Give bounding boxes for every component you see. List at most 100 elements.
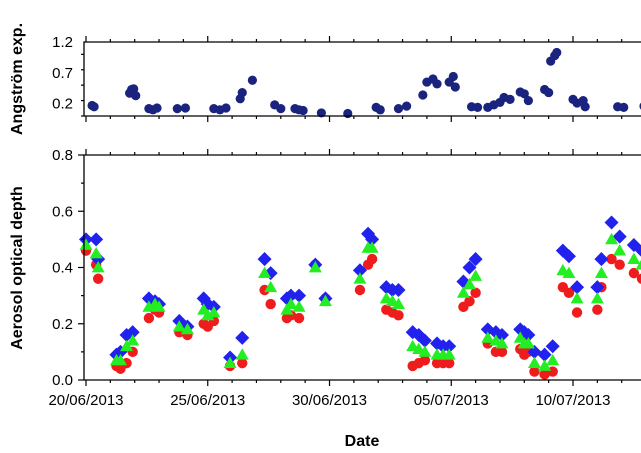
data-point	[265, 298, 276, 310]
y-tick-label: 0.7	[52, 65, 73, 82]
data-point	[172, 104, 182, 114]
angstrom-panel: 0.2 0.7 1.2 Angström exp.	[9, 23, 641, 135]
data-point	[221, 103, 231, 113]
data-point	[343, 108, 353, 119]
data-point	[469, 269, 483, 281]
data-point	[393, 104, 404, 114]
data-point	[366, 253, 378, 265]
data-point	[470, 287, 481, 299]
data-point	[456, 274, 471, 289]
x-tick-label: 25/06/2013	[170, 392, 245, 409]
data-point	[418, 90, 428, 100]
data-point	[547, 366, 558, 377]
data-point	[89, 102, 99, 112]
data-point	[552, 47, 562, 58]
data-point	[614, 259, 625, 270]
data-point	[480, 322, 495, 337]
x-tick-label: 05/07/2013	[414, 392, 489, 409]
aod-y-ticks: 0.0 0.2 0.4 0.6 0.8	[52, 147, 84, 389]
data-point	[393, 310, 404, 321]
data-point	[298, 105, 308, 116]
data-point	[375, 105, 385, 115]
data-point	[235, 330, 250, 345]
data-point	[636, 273, 641, 284]
aod-marks	[78, 215, 641, 380]
data-point	[473, 102, 483, 112]
data-point	[141, 291, 156, 306]
angstrom-y-ticks: 0.2 0.7 1.2	[52, 34, 84, 117]
data-point	[605, 232, 619, 245]
data-point	[172, 320, 186, 332]
angstrom-marks	[87, 47, 641, 119]
y-tick-label: 1.2	[52, 34, 73, 51]
x-tick-label: 10/07/2013	[535, 392, 610, 409]
data-point	[417, 333, 432, 348]
data-point	[276, 104, 286, 114]
y-tick-label: 0.2	[52, 316, 73, 333]
data-point	[318, 294, 332, 307]
data-point	[571, 307, 583, 318]
data-point	[143, 312, 155, 324]
data-point	[113, 353, 127, 366]
data-point	[92, 273, 104, 284]
data-point	[604, 215, 619, 230]
aod-y-axis-title: Aerosol optical depth	[9, 186, 26, 350]
data-point	[527, 344, 542, 359]
y-tick-label: 0.6	[52, 203, 73, 220]
data-point	[635, 259, 641, 270]
data-point	[293, 312, 305, 324]
data-point	[430, 336, 445, 351]
data-point	[521, 336, 535, 349]
data-point	[419, 355, 431, 366]
data-point	[519, 89, 529, 99]
data-point	[594, 266, 608, 278]
data-point	[391, 282, 406, 298]
data-point	[505, 94, 515, 104]
data-point	[125, 325, 140, 340]
data-point	[612, 229, 627, 244]
data-point	[316, 108, 326, 118]
data-point	[113, 344, 128, 359]
data-point	[537, 347, 552, 362]
angstrom-axes	[83, 41, 641, 117]
series-circle-0	[80, 245, 641, 380]
y-tick-label: 0.8	[52, 147, 73, 164]
data-point	[391, 297, 405, 309]
data-point	[257, 252, 272, 267]
data-point	[626, 237, 641, 253]
data-point	[89, 232, 104, 247]
data-point	[606, 253, 617, 265]
data-point	[196, 291, 211, 306]
series-diamond-1	[78, 215, 641, 365]
data-point	[442, 339, 457, 354]
angstrom-y-axis-title: Angström exp.	[9, 23, 26, 135]
data-point	[432, 79, 442, 89]
data-point	[488, 325, 503, 340]
data-point	[200, 297, 215, 312]
data-point	[627, 252, 641, 264]
aod-panel: 0.0 0.2 0.4 0.6 0.8 20/06/2013 25/06/2013 30/0…	[9, 36, 641, 450]
data-point	[91, 252, 106, 267]
data-point	[494, 327, 509, 343]
data-point	[463, 277, 477, 290]
data-point	[464, 296, 475, 307]
data-point	[546, 353, 560, 366]
x-axis-title: Date	[345, 433, 380, 450]
data-point	[594, 252, 609, 267]
data-point	[580, 102, 590, 112]
data-point	[152, 300, 166, 312]
data-point	[292, 288, 307, 303]
x-tick-label: 20/06/2013	[48, 392, 123, 409]
data-point	[235, 348, 249, 360]
date-x-ticks: 20/06/2013 25/06/2013 30/06/2013 05/07/2013…	[48, 36, 623, 409]
data-point	[592, 304, 603, 315]
data-point	[237, 87, 247, 98]
data-point	[468, 252, 483, 267]
data-point	[563, 287, 575, 299]
data-point	[442, 348, 456, 360]
data-point	[456, 286, 470, 298]
data-point	[561, 249, 576, 264]
data-point	[258, 266, 272, 278]
data-point	[418, 345, 432, 357]
data-point	[180, 103, 191, 113]
